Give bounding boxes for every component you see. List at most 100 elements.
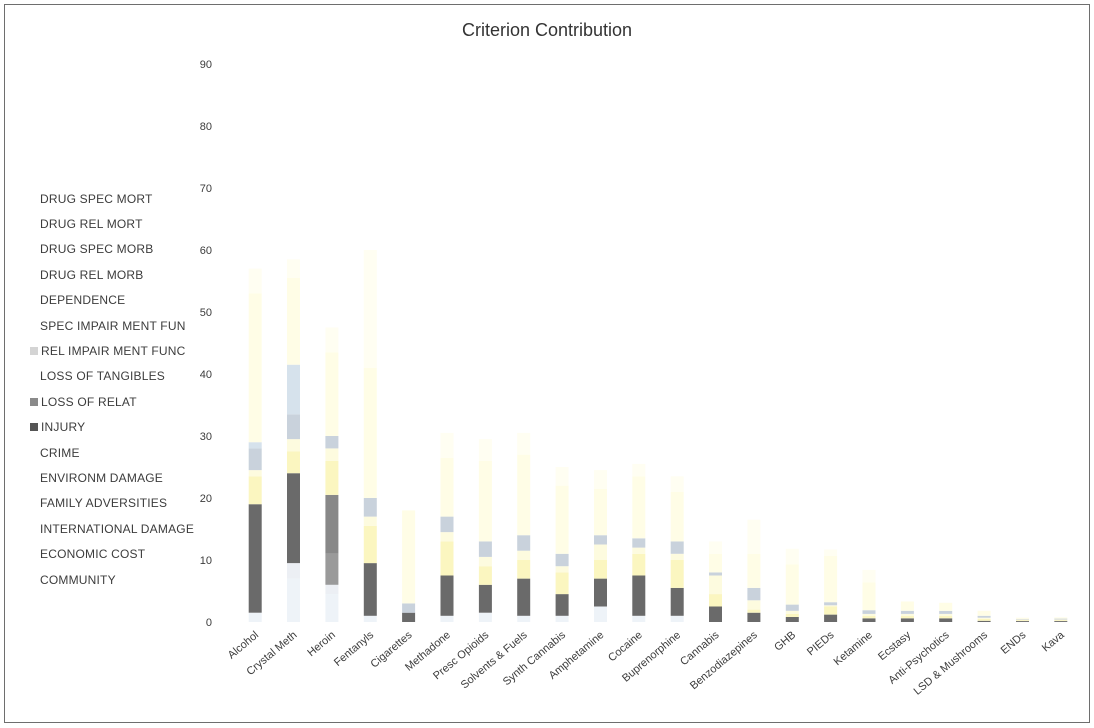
bar-segment (709, 575, 722, 595)
legend-item: LOSS OF TANGIBLES (30, 364, 194, 389)
bar-segment (363, 498, 377, 517)
bar-segment (517, 560, 531, 579)
legend-item: ENVIRONM DAMAGE (30, 465, 194, 490)
bar-segment (939, 618, 953, 622)
bar-segment (862, 610, 876, 614)
bar-segment (670, 560, 684, 588)
bar-segment (632, 463, 646, 477)
x-tick-label: Benzodiazepines (688, 629, 760, 692)
legend-label: LOSS OF TANGIBLES (40, 369, 165, 384)
bar-segment (1054, 620, 1068, 621)
bar-segment (248, 268, 262, 294)
legend-item: DRUG REL MORT (30, 211, 194, 236)
bar-segment (594, 470, 607, 489)
y-tick-label: 80 (200, 121, 212, 133)
legend-label: CRIME (40, 445, 80, 460)
bar-segment (632, 476, 646, 539)
bar-segment (363, 250, 377, 368)
bar-segment (824, 555, 838, 603)
bar-segment (939, 602, 953, 611)
bar-segment (594, 488, 607, 536)
bar-segment (555, 485, 569, 554)
bar-segment (709, 572, 722, 576)
bar-segment (977, 615, 991, 618)
bar-segment (594, 535, 607, 545)
bar-segment (478, 541, 492, 557)
bar-segment (1016, 617, 1029, 619)
legend-swatch (30, 347, 38, 356)
x-tick-label: ENDs (999, 629, 1029, 657)
x-tick-label: LSD & Mushrooms (912, 629, 991, 698)
legend-label: INJURY (41, 420, 86, 435)
legend-item: DRUG REL MORB (30, 262, 194, 287)
bar-segment (747, 519, 761, 554)
bar-segment (325, 594, 339, 622)
bar-segment (402, 510, 416, 604)
bar-segment (747, 600, 761, 610)
bar-segment (939, 615, 953, 619)
bar-segment (555, 615, 569, 622)
legend-item: FAMILY ADVERSITIES (30, 491, 194, 516)
x-tick-label: Heroin (305, 629, 338, 659)
bar-segment (824, 602, 838, 606)
bar-segment (632, 553, 646, 576)
bar-segment (517, 615, 531, 622)
bar-segment (248, 612, 262, 622)
bar-segment (402, 612, 416, 622)
bar-segment (632, 538, 646, 548)
bar-segment (440, 457, 454, 517)
bar-segment (747, 587, 761, 601)
legend-item: CRIME (30, 440, 194, 465)
y-tick-label: 90 (200, 59, 212, 71)
bar-segment (325, 553, 339, 585)
bar-segment (555, 553, 569, 567)
bar-segment (747, 553, 761, 588)
legend-swatch (30, 397, 38, 406)
bar-segment (785, 548, 799, 565)
bar-segment (670, 587, 684, 616)
bar-segment (478, 460, 492, 542)
bar-segment (977, 620, 991, 622)
legend-label: SPEC IMPAIR MENT FUN (40, 318, 186, 333)
x-tick-label: Ecstasy (876, 629, 914, 663)
bar-segment (1054, 621, 1068, 622)
bar-segment (248, 504, 262, 613)
legend-label: FAMILY ADVERSITIES (40, 496, 168, 511)
bar-segment (478, 612, 492, 622)
bar-segment (747, 612, 761, 622)
bar-segment (824, 614, 838, 622)
legend-label: LOSS OF RELAT (41, 394, 137, 409)
legend-label: INTERNATIONAL DAMAGE (40, 521, 195, 536)
bar-segment (287, 439, 300, 452)
bar-segment (478, 556, 492, 567)
legend-item: DRUG SPEC MORB (30, 237, 194, 262)
bar-segment (900, 610, 914, 614)
x-tick-label: GHB (772, 629, 798, 654)
legend-item: LOSS OF RELAT (30, 389, 194, 414)
bar-segment (363, 525, 377, 564)
bar-segment (862, 582, 876, 611)
bar-segment (1016, 618, 1029, 620)
bar-segment (325, 448, 339, 461)
bar-segment (1016, 621, 1029, 622)
bar-segment (248, 470, 262, 477)
bar-segment (555, 566, 569, 573)
bar-segment (478, 566, 492, 585)
bar-segment (785, 604, 799, 611)
bar-segment (478, 439, 492, 461)
legend-item: ECONOMIC COST (30, 541, 194, 566)
y-tick-label: 70 (200, 183, 212, 195)
legend-label: DEPENDENCE (40, 293, 126, 308)
bar-segment (785, 610, 799, 614)
bar-segment (977, 617, 991, 619)
bar-segment (900, 601, 914, 611)
bar-segment (862, 613, 876, 616)
bar-segment (709, 606, 722, 622)
legend-label: DRUG SPEC MORT (40, 191, 153, 206)
chart-title: Criterion Contribution (461, 20, 633, 40)
x-tick-label: Ketamine (832, 629, 875, 668)
bar-segment (709, 594, 722, 607)
bar-segment (325, 584, 339, 595)
legend-label: DRUG REL MORT (40, 217, 143, 232)
